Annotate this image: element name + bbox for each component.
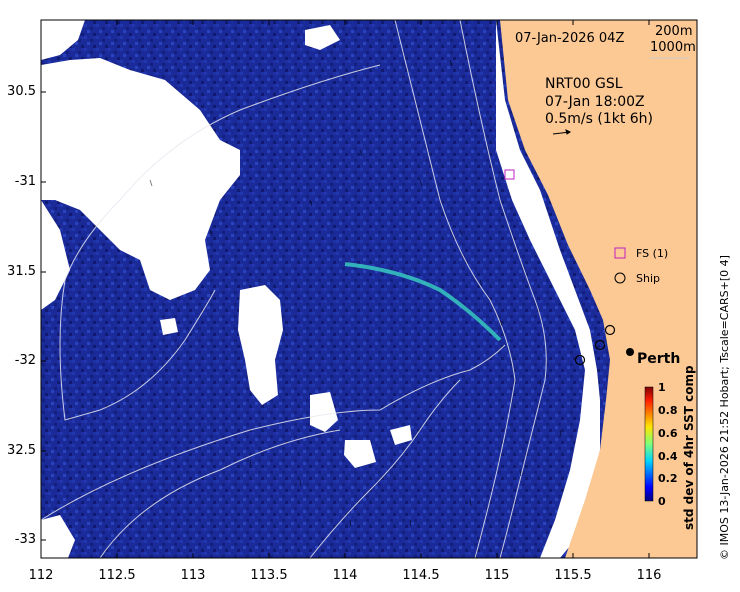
cloud-mask [41, 20, 412, 558]
colorbar-tick: 0.8 [658, 404, 678, 417]
ship-markers [574, 324, 616, 366]
colorbar-tick: 0 [658, 495, 666, 508]
current-vectors [149, 59, 562, 527]
colorbar-tick: 0.2 [658, 472, 678, 485]
credit-text: © IMOS 13-Jan-2026 21:52 Hobart; Tscale=… [718, 255, 731, 560]
isobaths [40, 19, 547, 559]
axis-ticks [40, 20, 650, 558]
legend-fs-icon [614, 247, 626, 259]
legend-ship-label: Ship [636, 272, 660, 285]
legend-fs-label: FS (1) [636, 247, 669, 260]
y-tick-label: 30.5 [7, 84, 36, 99]
y-tick-label: -33 [14, 532, 36, 547]
map-frame [40, 19, 698, 559]
x-tick-label: 113 [180, 568, 206, 583]
x-tick-label: 114.5 [402, 568, 440, 583]
legend-ship-icon [614, 272, 626, 284]
colorbar-tick: 0.4 [658, 450, 678, 463]
city-label: Perth [637, 351, 681, 367]
x-tick-label: 114 [332, 568, 358, 583]
colorbar-tick: 0.6 [658, 427, 678, 440]
sst-front [344, 262, 502, 342]
x-tick-label: 116 [636, 568, 662, 583]
y-tick-label: -31 [14, 174, 36, 189]
x-tick-label: 112.5 [98, 568, 136, 583]
y-tick-label: 32.5 [7, 443, 36, 458]
current-scale: 0.5m/s (1kt 6h) [545, 111, 654, 127]
x-tick-label: 115.5 [554, 568, 592, 583]
colorbar [644, 386, 654, 502]
y-tick-label: 31.5 [7, 264, 36, 279]
perth-marker [626, 348, 634, 356]
x-tick-label: 115 [484, 568, 510, 583]
current-time: 07-Jan 18:00Z [545, 94, 645, 110]
timestamp: 07-Jan-2026 04Z [515, 31, 625, 46]
colorbar-label: std dev of 4hr SST comp [682, 365, 696, 530]
x-tick-label: 112 [28, 568, 54, 583]
fs-marker [504, 169, 515, 180]
coastal-cloud [496, 20, 600, 558]
scale-arrow [552, 129, 571, 135]
isobath-label-200m: 200m [655, 24, 693, 39]
current-title: NRT00 GSL [545, 76, 623, 92]
colorbar-tick: 1 [658, 381, 666, 394]
isobath-label-1000m: 1000m [650, 40, 696, 55]
x-tick-label: 113.5 [250, 568, 288, 583]
y-tick-label: -32 [14, 353, 36, 368]
